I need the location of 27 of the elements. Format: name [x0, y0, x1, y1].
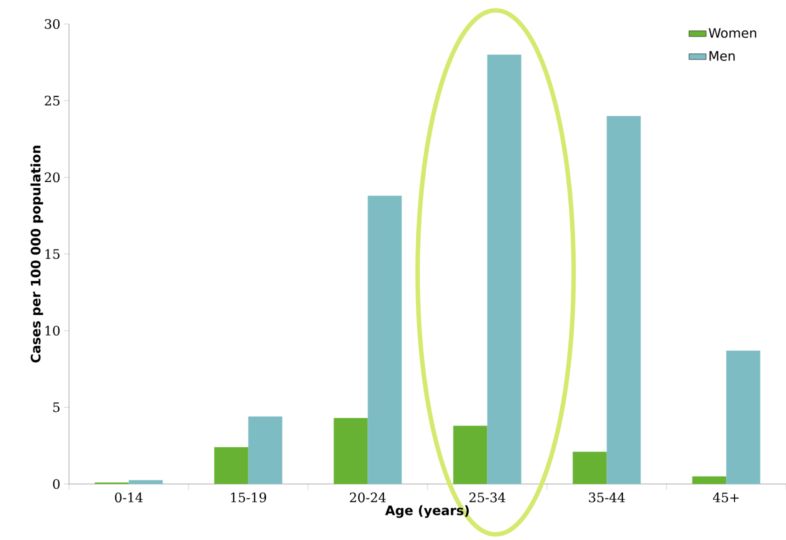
x-tick-label: 0-14	[115, 492, 143, 502]
y-tick-label: 10	[46, 326, 60, 336]
x-tick-label: 15-19	[231, 492, 266, 502]
bar	[248, 416, 282, 484]
y-tick-label: 0	[53, 479, 60, 489]
y-axis-title: Cases per 100 000 population	[30, 146, 44, 363]
bar	[453, 426, 488, 484]
bar	[726, 350, 760, 484]
y-tick-label: 5	[53, 402, 60, 412]
bar	[128, 480, 163, 484]
x-tick-label: 20-24	[350, 492, 386, 502]
bar	[487, 54, 522, 484]
bar	[572, 452, 607, 484]
legend-label: Men	[710, 51, 735, 61]
y-tick-label: 20	[44, 172, 60, 182]
legend-label: Women	[708, 28, 756, 38]
x-tick-label: 35-44	[589, 492, 625, 502]
bar	[692, 476, 726, 484]
x-tick-label: 45+	[712, 492, 739, 502]
y-tick-label: 25	[44, 96, 60, 106]
bar	[334, 418, 368, 484]
bar	[606, 116, 641, 484]
y-tick-label: 15	[46, 249, 60, 259]
x-tick-label: 25-34	[469, 492, 506, 502]
y-tick-label: 30	[44, 19, 60, 29]
bar	[214, 447, 248, 484]
bar	[368, 196, 402, 484]
